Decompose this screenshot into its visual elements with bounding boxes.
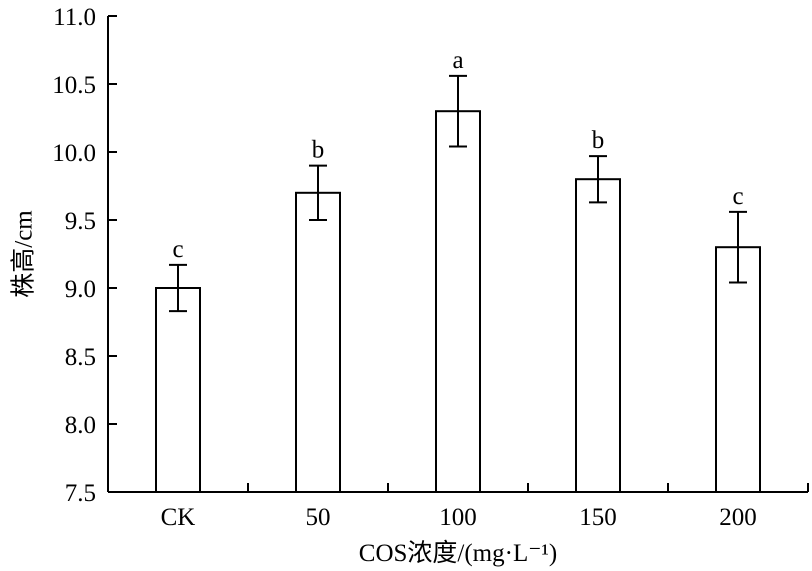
y-tick-label: 11.0: [53, 4, 96, 31]
x-tick-label: 100: [439, 504, 477, 531]
x-tick-label: CK: [161, 504, 196, 531]
x-tick-label: 150: [579, 504, 617, 531]
significance-labels-group: c b a b c: [172, 47, 743, 263]
y-tick-label: 8.5: [65, 344, 96, 371]
significance-label: c: [732, 183, 743, 210]
y-tick-label: 7.5: [65, 480, 96, 507]
axes-group: [107, 16, 808, 493]
y-tick-label: 8.0: [65, 412, 96, 439]
significance-label: a: [452, 47, 463, 74]
bar: [155, 287, 201, 493]
y-tick-label: 9.5: [65, 208, 96, 235]
x-ticks-group: CK 50 100 150 200: [161, 483, 809, 531]
y-ticks-group: 7.5 8.0 8.5 9.0 9.5 10.0 10.5 11.0: [52, 4, 117, 507]
bar: [295, 191, 341, 494]
bar: [435, 110, 481, 493]
y-axis-label: 株高/cm: [10, 210, 38, 298]
significance-label: c: [172, 236, 183, 263]
bar: [575, 178, 621, 493]
significance-label: b: [592, 127, 605, 154]
x-tick-label: 200: [719, 504, 757, 531]
y-tick-label: 9.0: [65, 276, 96, 303]
x-tick-label: 50: [306, 504, 331, 531]
bar: [715, 246, 761, 493]
significance-label: b: [312, 137, 325, 164]
x-axis-label: COS浓度/(mg·L⁻¹): [359, 539, 557, 567]
y-tick-label: 10.5: [52, 72, 96, 99]
error-bars-group: [169, 74, 747, 313]
y-tick-label: 10.0: [52, 140, 96, 167]
bars-group: [155, 110, 761, 494]
